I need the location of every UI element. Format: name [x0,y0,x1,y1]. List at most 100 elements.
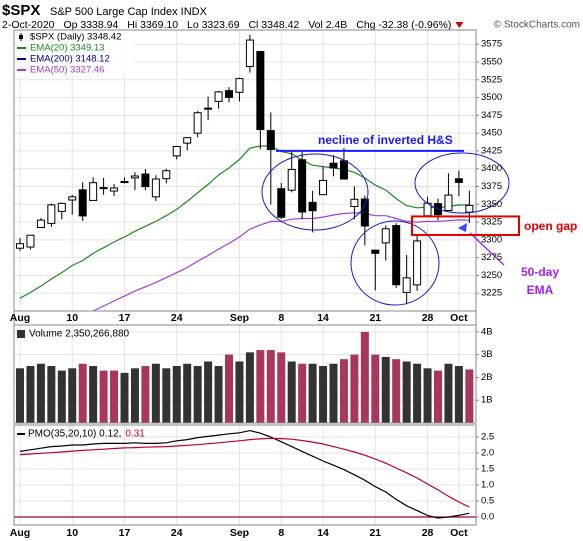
quote-item: Op 3338.94 [63,19,118,31]
y-tick-label: 2.0 [481,448,494,459]
candle-body [36,219,45,229]
candle-body [350,198,359,208]
candle-body [381,228,390,244]
symbol-name: S&P 500 Large Cap Index INDX [50,6,208,18]
volume-bar [151,363,160,423]
blue-arrow [458,223,467,232]
y-tick-label: 1B [481,395,493,406]
legend-label: 0.31 [125,429,145,440]
x-tick-label: Oct [450,527,468,539]
y-tick-label: 3B [481,349,493,360]
shoulder-ellipse [414,152,510,214]
quote-item: Hi 3369.10 [127,19,178,31]
quote-line: 2-Oct-2020 Op 3338.94 Hi 3369.10 Lo 3323… [2,19,451,31]
gap-label: open gap [524,219,577,233]
x-tick-label: 14 [317,527,329,539]
candle-body [99,187,108,190]
y-tick-label: 3375 [481,181,502,192]
y-tick-label: 0.0 [481,512,494,523]
y-tick-label: 3400 [481,163,502,174]
ema-note: 50-day [521,265,559,279]
candle-body [141,173,150,188]
candle-body [47,204,56,224]
legend-label: PMO(35,20,10) 0.12, [28,429,121,440]
down-arrow [455,22,464,28]
quote-item: Chg -32.38 (-0.96%) [356,19,451,31]
candle-body [371,249,380,254]
volume-bar [26,366,35,423]
volume-bar [225,354,233,423]
legend-swatch [17,330,25,338]
volume-bar [319,366,328,423]
candle-body [120,181,129,184]
legend-label: EMA(50) 3327.46 [30,65,104,76]
volume-bar [277,352,286,423]
head-ellipse [350,220,440,306]
series-line [19,429,470,519]
x-tick-label: 24 [171,527,183,539]
ema-note: EMA [527,283,554,297]
candle-body [319,179,328,196]
note-arrow [469,232,505,266]
x-tick-label: 17 [119,312,131,324]
x-tick-label: 8 [278,527,284,539]
candle-body [298,159,307,213]
candle-body [308,201,317,212]
volume-bar [130,368,139,423]
volume-bar [89,366,98,423]
y-tick-label: 3300 [481,234,502,245]
candle-body [130,175,139,179]
legend-label: EMA(20) 3349.13 [30,43,104,54]
volume-bar [371,354,380,423]
quote-item: Lo 3323.69 [187,19,240,31]
volume-bar [392,359,401,423]
candle-body [245,39,254,67]
series-line [91,212,470,311]
candle-body [183,137,192,144]
y-tick-label: 2.5 [481,432,494,443]
volume-bar [402,361,411,423]
quote-date: 2-Oct-2020 [2,19,55,31]
y-tick-label: 3225 [481,288,502,299]
y-tick-label: 3550 [481,57,502,68]
candle-body [68,196,77,201]
candle-body [162,170,171,180]
volume-bar [204,361,213,423]
legend-label: EMA(200) 3148.12 [30,54,110,65]
x-tick-label: 17 [119,527,131,539]
candle-body [235,78,244,93]
y-tick-label: 2B [481,372,493,383]
candle-body [193,112,202,134]
volume-bar [193,366,202,423]
candle-body [402,277,411,293]
volume-bar [465,369,474,423]
volume-bar [360,331,369,423]
legend-bg [16,32,134,76]
x-tick-label: 8 [278,312,284,324]
volume-bar [245,352,254,423]
gap-box [411,215,520,236]
candle-body [277,188,286,218]
y-tick-label: 3500 [481,92,502,103]
x-tick-label: Aug [10,312,30,324]
candle-body [172,145,181,157]
y-tick-label: 3475 [481,110,502,121]
candle-body [256,51,265,131]
candle-body [392,225,401,286]
panel-title: Volume 2,350,266,880 [29,329,130,340]
candle-body [465,204,474,213]
x-tick-label: 10 [66,527,78,539]
volume-bar [308,363,317,423]
candle-body [151,178,160,198]
volume-bar [413,363,422,423]
volume-bar [99,370,108,423]
volume-bar [381,356,390,423]
volume-bar [47,366,56,423]
candle-body [26,234,35,248]
x-tick-label: Oct [450,312,468,324]
x-tick-label: Aug [10,527,30,539]
candle-body [214,91,223,102]
